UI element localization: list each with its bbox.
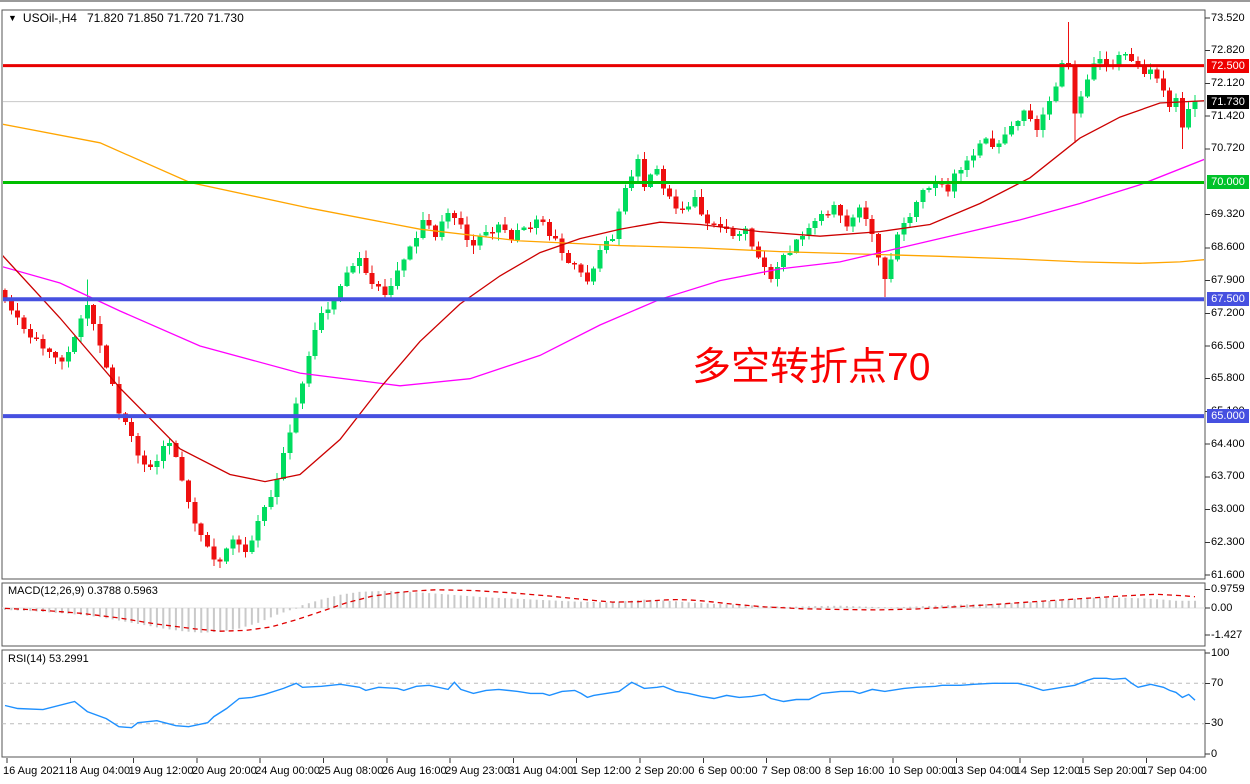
- ohlc-readout: 71.820 71.850 71.720 71.730: [86, 11, 244, 25]
- chart-title-row: ▼ USOil-,H4 71.820 71.850 71.720 71.730: [8, 11, 244, 25]
- symbol-dropdown-icon[interactable]: ▼: [8, 13, 17, 23]
- symbol-period-label: USOil-,H4: [22, 11, 77, 25]
- trend-annotation-text: 多空转折点70: [692, 346, 931, 389]
- rsi-indicator-label: RSI(14) 53.2991: [8, 653, 89, 665]
- macd-indicator-label: MACD(12,26,9) 0.3788 0.5963: [8, 585, 158, 597]
